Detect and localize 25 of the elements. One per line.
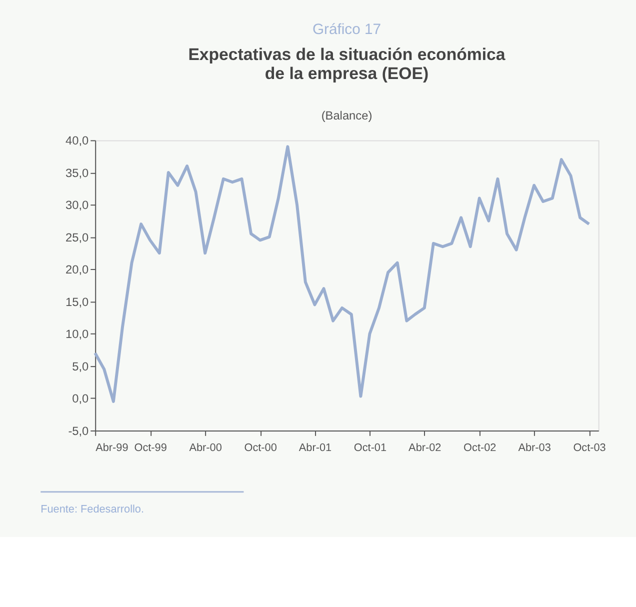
y-tick-label: 10,0 [66, 327, 90, 342]
chart-title: Gráfico 17 [312, 22, 381, 38]
x-tick-label: Oct-03 [573, 442, 606, 454]
x-tick-label: Abr-02 [408, 442, 442, 454]
y-tick-label: 0,0 [72, 392, 90, 406]
line-series [94, 145, 591, 403]
y-tick-label: -5,0 [68, 424, 90, 438]
x-tick-label: Abr-03 [518, 442, 551, 454]
x-tick-label: Oct-02 [464, 442, 496, 454]
y-tick-label: 5,0 [72, 359, 90, 374]
y-tick-label: 15,0 [66, 294, 90, 309]
text: (Balance) [321, 108, 372, 122]
y-tick-label: 40,0 [66, 134, 90, 148]
y-tick-label: 20,0 [66, 262, 90, 277]
x-tick-label: Abr-01 [298, 442, 332, 454]
y-tick-label: 35,0 [66, 166, 90, 180]
x-tick-label: Abr-99 [96, 442, 128, 454]
y-tick-label: 25,0 [66, 230, 90, 244]
chart-subtitle: Expectativas de la situación económica de la empresa (EOE) [188, 44, 506, 83]
source-note: Fuente: Fedesarrollo. [40, 504, 144, 516]
x-tick-label: Oct-00 [244, 442, 277, 454]
x-tick-label: Oct-01 [354, 442, 387, 454]
x-tick-label: Abr-00 [189, 442, 222, 454]
y-tick-label: 30,0 [66, 198, 90, 212]
x-tick-label: Oct-99 [134, 442, 167, 454]
